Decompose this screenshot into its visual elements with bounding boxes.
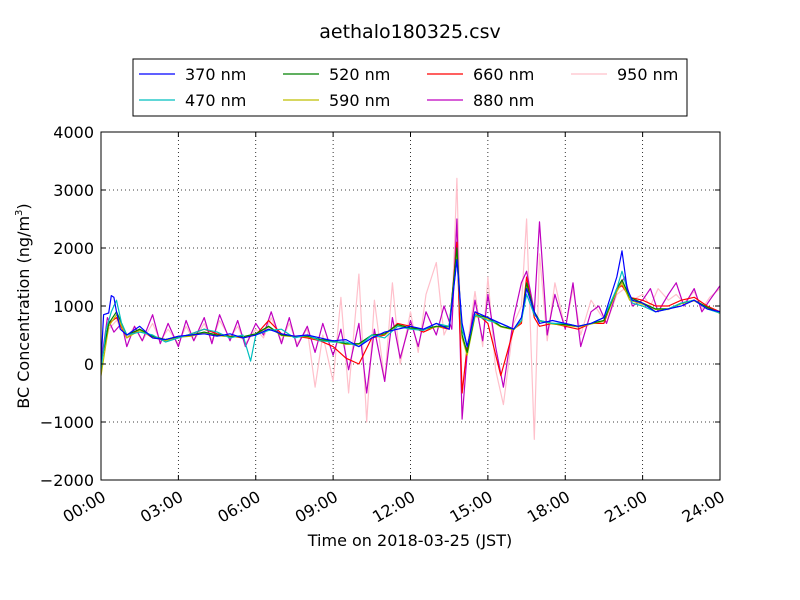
x-tick-label: 24:00 xyxy=(679,487,728,527)
y-tick-label: 1000 xyxy=(53,297,94,316)
y-tick-labels: −2000 −1000 0 1000 2000 3000 4000 xyxy=(40,123,94,490)
chart-title: aethalo180325.csv xyxy=(319,21,501,43)
legend-label: 470 nm xyxy=(185,91,246,110)
y-axis-label-main: BC Concentration (ng/m xyxy=(14,216,33,409)
y-tick-label: 2000 xyxy=(53,239,94,258)
y-tick-label: −1000 xyxy=(40,413,94,432)
x-tick-label: 09:00 xyxy=(292,487,341,527)
x-tick-label: 12:00 xyxy=(369,487,418,527)
legend-label: 660 nm xyxy=(473,65,534,84)
series-layer xyxy=(101,177,720,440)
x-tick-label: 06:00 xyxy=(214,487,263,527)
legend: 370 nm 470 nm 520 nm 590 nm 660 nm 880 nm 950 … xyxy=(132,58,688,117)
y-tick-label: 4000 xyxy=(53,123,94,142)
x-tick-label: 18:00 xyxy=(524,487,573,527)
y-axis-label-sup: 3 xyxy=(14,210,25,216)
legend-label: 590 nm xyxy=(329,91,390,110)
x-tick-label: 21:00 xyxy=(601,487,650,527)
series-line-880-nm xyxy=(101,218,720,420)
y-tick-label: 0 xyxy=(84,355,94,374)
series-line-370-nm xyxy=(101,250,720,365)
legend-label: 950 nm xyxy=(617,65,678,84)
y-axis-label-end: ) xyxy=(14,203,33,209)
y-tick-label: 3000 xyxy=(53,181,94,200)
legend-label: 370 nm xyxy=(185,65,246,84)
plot-area xyxy=(101,132,720,480)
x-tick-label: 03:00 xyxy=(137,487,186,527)
x-axis-label: Time on 2018-03-25 (JST) xyxy=(307,531,512,550)
legend-label: 880 nm xyxy=(473,91,534,110)
legend-label: 520 nm xyxy=(329,65,390,84)
x-tick-label: 00:00 xyxy=(60,487,109,527)
x-tick-label: 15:00 xyxy=(446,487,495,527)
legend-box xyxy=(132,58,688,117)
ticks xyxy=(100,131,721,481)
y-axis-label: BC Concentration (ng/m3) xyxy=(14,203,33,408)
x-tick-labels: 00:00 03:00 06:00 09:00 12:00 15:00 18:00 21:00… xyxy=(60,487,728,527)
y-tick-label: −2000 xyxy=(40,471,94,490)
